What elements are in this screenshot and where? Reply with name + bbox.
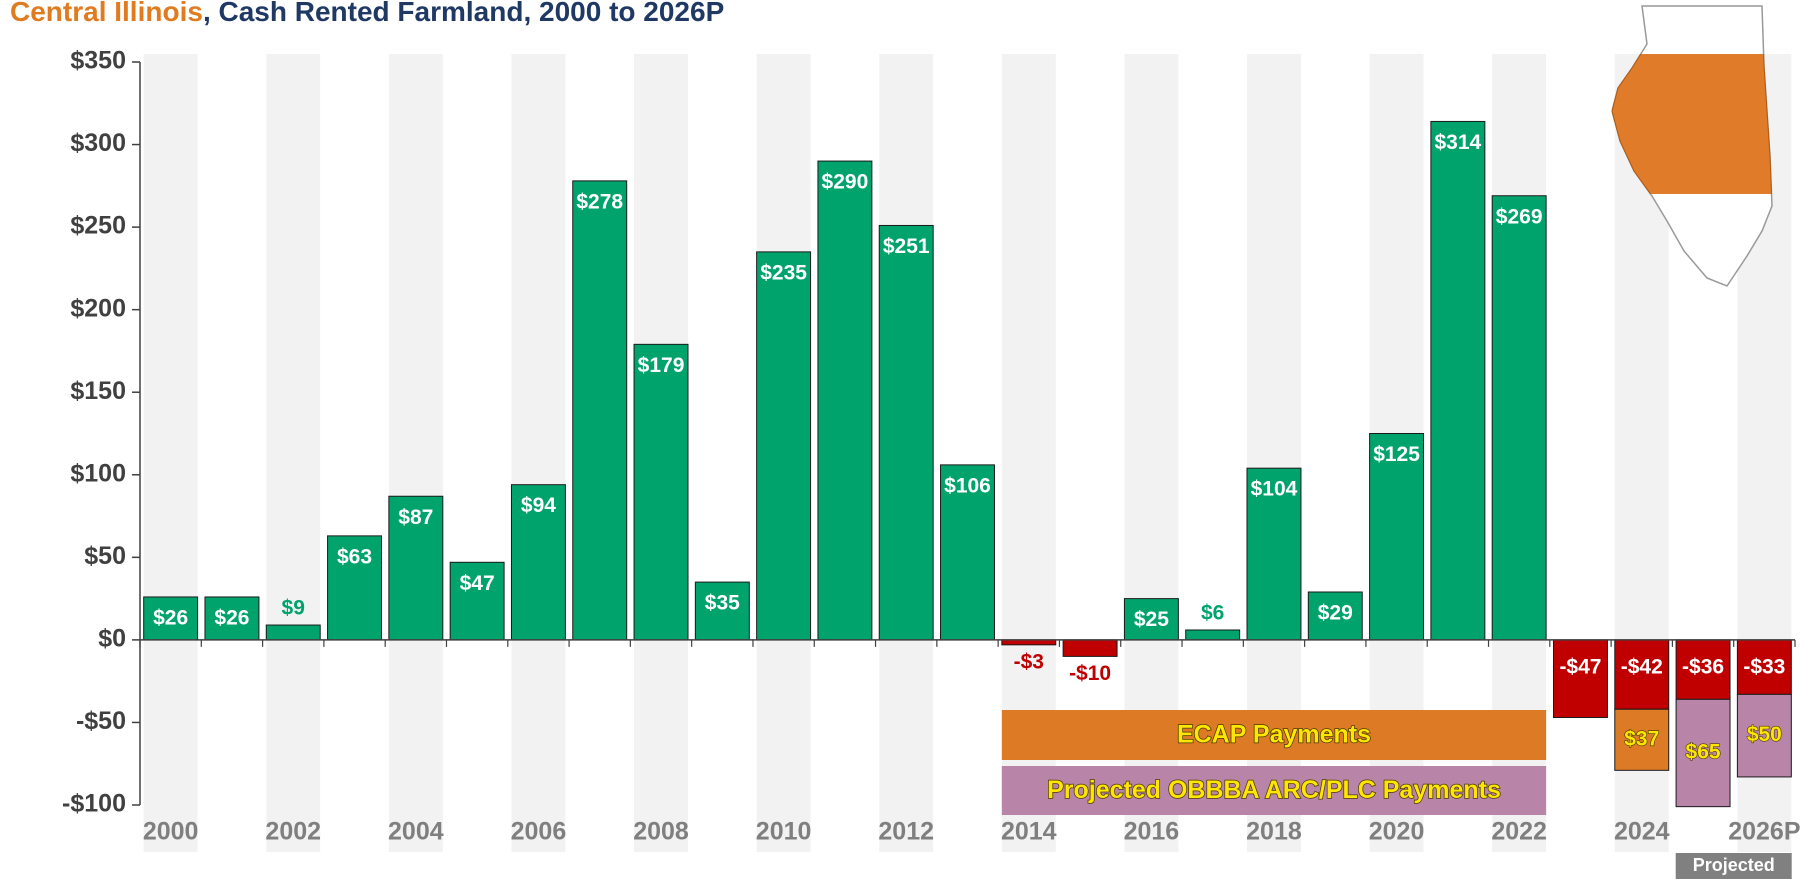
y-tick-label: $200: [70, 294, 126, 322]
plot: -$100 -$50 $0 $50 $100 $150 $200 $250 $300 $350 $2…: [62, 47, 1801, 879]
x-tick-label: 2008: [633, 818, 689, 846]
x-tick-label: 2016: [1124, 818, 1180, 846]
value-label: -$42: [1621, 655, 1663, 678]
annotation-box: [1675, 853, 1792, 879]
bar: [1430, 120, 1486, 641]
value-label: $25: [1134, 608, 1169, 631]
bar: [1736, 639, 1792, 695]
x-tick-label: 2026P: [1728, 818, 1800, 846]
stripe: [388, 54, 443, 852]
value-label: $104: [1251, 478, 1298, 501]
value-label: $87: [398, 506, 433, 529]
bar: [388, 495, 444, 641]
payment-bar: [1614, 708, 1670, 771]
bar: [940, 464, 995, 641]
bar: [1552, 639, 1608, 718]
value-label: -$10: [1069, 662, 1111, 685]
value-label: -$47: [1559, 655, 1601, 678]
bar: [204, 596, 260, 641]
value-label: $29: [1318, 602, 1353, 625]
bar: [510, 484, 566, 641]
map-region: [1612, 54, 1773, 194]
value-label: $314: [1435, 131, 1482, 154]
legend-label: ECAP Payments: [1177, 721, 1371, 749]
bar: [1307, 591, 1363, 641]
value-label: $179: [638, 354, 685, 377]
value-label: $106: [944, 474, 991, 497]
x-tick-label: 2006: [511, 818, 567, 846]
value-label: $235: [760, 261, 807, 284]
y-tick-label: $0: [98, 624, 126, 652]
y-tick-label: $300: [70, 129, 126, 157]
title-part: , Cash Rented Farmland, 2000 to 2026P: [203, 0, 724, 27]
value-label: -$33: [1743, 655, 1785, 678]
bar: [1614, 639, 1670, 710]
payment-bar: [1675, 698, 1731, 808]
bar: [143, 596, 199, 641]
y-tick-label: -$100: [62, 790, 126, 818]
bar: [1062, 639, 1118, 657]
bar: [878, 224, 934, 641]
bar: [633, 343, 689, 641]
value-label: $278: [576, 190, 623, 213]
value-label: $47: [460, 572, 495, 595]
value-label: $35: [705, 592, 740, 615]
value-label: $9: [282, 597, 305, 620]
stripe: [143, 54, 198, 852]
bar: [1491, 195, 1547, 641]
bar: [1246, 467, 1302, 641]
bar: [694, 581, 750, 641]
bar: [1675, 639, 1731, 700]
bar: [1185, 629, 1241, 641]
x-tick-label: 2014: [1001, 818, 1057, 846]
payment-label: $37: [1624, 727, 1659, 750]
value-label: $251: [883, 235, 930, 258]
value-label: -$3: [1014, 650, 1044, 673]
illinois-map: [1611, 5, 1773, 287]
x-tick-label: 2004: [388, 818, 444, 846]
x-tick-label: 2002: [265, 818, 321, 846]
y-tick-label: -$50: [76, 707, 126, 735]
stripe: [511, 54, 566, 852]
bar: [572, 180, 628, 641]
title-part: Central Illinois: [10, 0, 203, 27]
x-tick-label: 2020: [1369, 818, 1425, 846]
x-tick-label: 2000: [143, 818, 199, 846]
value-label: -$36: [1682, 655, 1724, 678]
value-label: $94: [521, 494, 556, 517]
y-tick-label: $150: [70, 377, 126, 405]
bar: [817, 160, 873, 641]
y-tick-label: $50: [84, 542, 126, 570]
payment-label: $65: [1686, 741, 1721, 764]
x-tick-label: 2018: [1246, 818, 1302, 846]
legend-box: [1001, 766, 1547, 815]
bar: [327, 535, 383, 641]
bar: [1369, 433, 1425, 641]
annotation: Projected: [1693, 855, 1775, 875]
chart-title: Central Illinois, Cash Rented Farmland, …: [10, 0, 724, 27]
bar: [756, 251, 812, 641]
value-label: $6: [1201, 602, 1224, 625]
y-tick-label: $100: [70, 459, 126, 487]
value-label: $125: [1373, 443, 1420, 466]
payment-label: $50: [1747, 723, 1782, 746]
value-label: $269: [1496, 205, 1543, 228]
bar: [449, 561, 505, 641]
x-tick-label: 2024: [1614, 818, 1670, 846]
value-label: $26: [214, 607, 249, 630]
y-tick-label: $250: [70, 212, 126, 240]
legend-label: Projected OBBBA ARC/PLC Payments: [1047, 776, 1501, 804]
value-label: $290: [822, 171, 869, 194]
x-tick-label: 2012: [878, 818, 934, 846]
x-tick-label: 2022: [1491, 818, 1547, 846]
stripe: [266, 54, 321, 852]
legend-box: [1001, 710, 1547, 760]
value-label: $63: [337, 545, 372, 568]
value-label: $26: [153, 607, 188, 630]
bar: [265, 624, 321, 641]
payment-bar: [1736, 693, 1792, 778]
x-tick-label: 2010: [756, 818, 812, 846]
y-tick-label: $350: [70, 47, 126, 75]
